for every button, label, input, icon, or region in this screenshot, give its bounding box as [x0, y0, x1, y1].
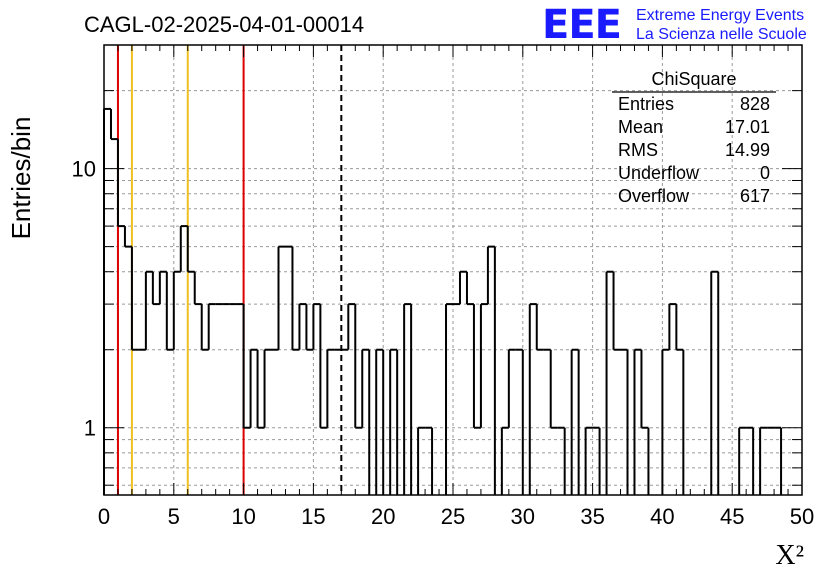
grid [104, 45, 802, 495]
stats-row-value: 14.99 [725, 140, 770, 160]
eee-logo-line1: Extreme Energy Events [636, 7, 804, 24]
stats-box-title: ChiSquare [651, 69, 736, 89]
marker-lines [116, 45, 343, 495]
y-tick-labels: 1 10 [72, 157, 96, 441]
x-tick-label: 15 [301, 504, 325, 529]
axis-ticks [103, 45, 803, 495]
x-tick-label: 20 [371, 504, 395, 529]
stats-row-label: Mean [618, 117, 663, 137]
x-tick-label: 45 [720, 504, 744, 529]
stats-row-value: 828 [740, 94, 770, 114]
x-tick-labels: 0 5 10 15 20 25 30 35 40 45 50 [98, 504, 814, 529]
y-tick-label: 10 [72, 157, 96, 182]
x-tick-label: 5 [168, 504, 180, 529]
stats-row-value: 17.01 [725, 117, 770, 137]
stats-row-label: Overflow [618, 186, 690, 206]
stats-box: ChiSquare Entries 828 Mean 17.01 RMS 14.99 Und… [612, 69, 776, 206]
stats-row-label: Underflow [618, 163, 700, 183]
x-tick-label: 35 [580, 504, 604, 529]
x-tick-label: 10 [231, 504, 255, 529]
stats-rows: Entries 828 Mean 17.01 RMS 14.99 Underflow 0 Ove… [618, 94, 770, 206]
stats-row-value: 0 [760, 163, 770, 183]
chart-title: CAGL-02-2025-04-01-00014 [84, 12, 364, 37]
stats-row-label: Entries [618, 94, 674, 114]
x-tick-label: 0 [98, 504, 110, 529]
y-tick-label: 1 [84, 416, 96, 441]
eee-logo-line2: La Scienza nelle Scuole [636, 26, 807, 43]
x-axis-label: X² [775, 540, 804, 571]
eee-logo-mark: EEE [542, 2, 621, 48]
stats-row-value: 617 [740, 186, 770, 206]
x-tick-label: 25 [441, 504, 465, 529]
eee-logo: EEE Extreme Energy Events La Scienza nel… [542, 2, 807, 48]
x-tick-label: 30 [511, 504, 535, 529]
stats-row-label: RMS [618, 140, 658, 160]
x-tick-label: 40 [650, 504, 674, 529]
y-axis-label: Entries/bin [6, 117, 36, 240]
x-tick-label: 50 [790, 504, 814, 529]
